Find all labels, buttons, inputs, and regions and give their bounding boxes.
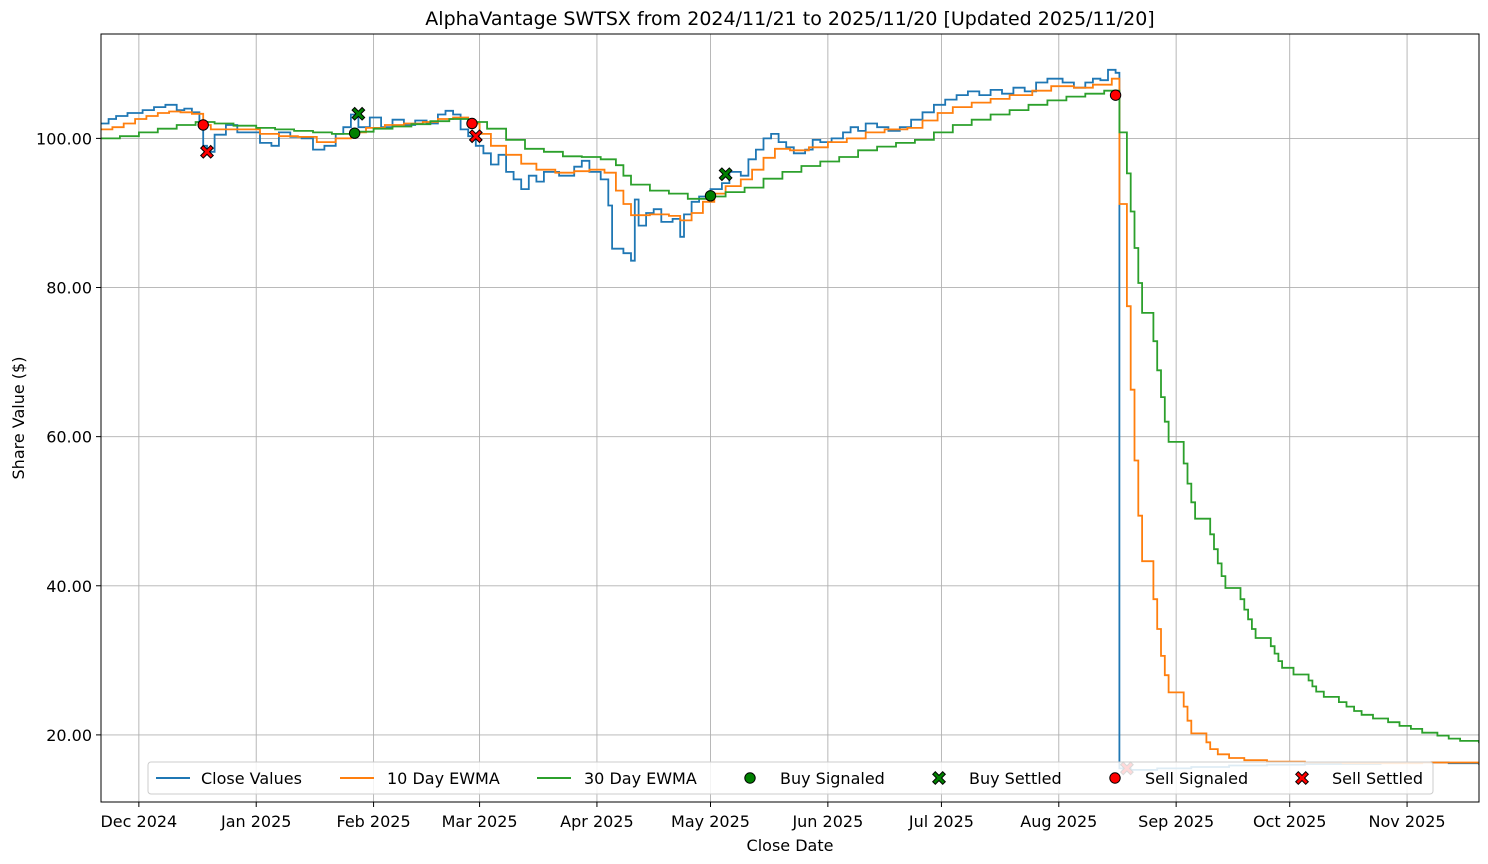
- sell-signaled-marker: [197, 119, 209, 131]
- legend-handle-cross: [1294, 770, 1310, 786]
- legend-label: Close Values: [201, 769, 302, 788]
- legend-handle-circle: [744, 772, 756, 784]
- x-tick-label: Feb 2025: [337, 812, 411, 831]
- buy-signaled-marker: [348, 127, 361, 139]
- legend-handle-circle: [1109, 772, 1121, 784]
- legend-label: Buy Signaled: [780, 769, 885, 788]
- series-line-2: [101, 77, 1479, 765]
- legend-label: Sell Signaled: [1145, 769, 1248, 788]
- x-tick-label: Nov 2025: [1369, 812, 1446, 831]
- x-tick-label: Sep 2025: [1138, 812, 1214, 831]
- x-tick-label: Jul 2025: [908, 812, 974, 831]
- legend-label: Buy Settled: [969, 769, 1062, 788]
- y-tick-label: 40.00: [46, 577, 92, 596]
- sell-settled-marker: [468, 129, 483, 144]
- legend: Close Values 10 Day EWMA 30 Day EWMA Buy Si…: [147, 761, 1434, 795]
- axis-ticks: Dec 2024 Jan 2025 Feb 2025 Mar 2025 Apr 2025…: [36, 129, 1446, 831]
- x-tick-label: Apr 2025: [560, 812, 633, 831]
- plot-frame: [100, 33, 1480, 803]
- legend-label: 10 Day EWMA: [387, 769, 500, 788]
- y-tick-label: 80.00: [46, 279, 92, 298]
- series-group: [101, 68, 1479, 771]
- series-line-1: [101, 68, 1479, 771]
- buy-settled-marker: [351, 106, 366, 121]
- x-tick-label: May 2025: [671, 812, 750, 831]
- x-axis-label: Close Date: [747, 836, 834, 855]
- x-tick-label: Jan 2025: [220, 812, 291, 831]
- chart-title: AlphaVantage SWTSX from 2024/11/21 to 20…: [425, 8, 1154, 30]
- series-line-3: [101, 89, 1479, 744]
- sell-signaled-marker: [466, 117, 478, 130]
- y-tick-label: 60.00: [46, 428, 92, 447]
- legend-box: [147, 761, 1434, 795]
- buy-settled-marker: [718, 167, 733, 182]
- x-tick-label: Oct 2025: [1253, 812, 1326, 831]
- marker-group: [197, 89, 1134, 776]
- x-tick-label: Mar 2025: [442, 812, 518, 831]
- x-tick-label: Aug 2025: [1020, 812, 1097, 831]
- y-tick-label: 100.00: [36, 129, 92, 148]
- plot-area: [101, 34, 1479, 802]
- sell-signaled-marker: [1109, 89, 1122, 101]
- x-tick-label: Dec 2024: [100, 812, 177, 831]
- x-tick-label: Jun 2025: [791, 812, 863, 831]
- y-axis-label: Share Value ($): [9, 357, 28, 480]
- legend-label: 30 Day EWMA: [584, 769, 697, 788]
- legend-handle-cross: [931, 770, 947, 786]
- grid: [101, 34, 1479, 802]
- sell-settled-marker: [199, 144, 215, 159]
- y-tick-label: 20.00: [46, 726, 92, 745]
- buy-signaled-marker: [704, 190, 717, 202]
- legend-label: Sell Settled: [1332, 769, 1423, 788]
